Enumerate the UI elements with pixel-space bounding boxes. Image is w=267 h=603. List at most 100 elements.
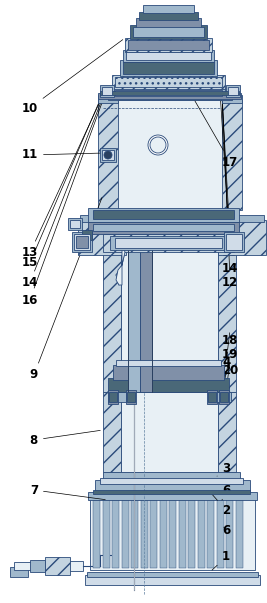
Bar [14,562,44,570]
Circle shape [150,137,166,153]
Bar [103,500,109,568]
Bar [130,25,207,39]
Bar [93,500,100,568]
Bar [80,215,122,222]
Bar [103,234,234,252]
Bar [123,50,214,62]
Text: 4: 4 [222,333,230,368]
Text: 19: 19 [222,349,238,390]
Bar [102,87,112,95]
Bar [108,378,229,392]
Bar [112,500,119,568]
Bar [112,75,225,89]
Bar [188,500,195,568]
Bar [103,392,121,472]
Bar [115,90,222,96]
Bar [136,18,201,28]
Bar [121,250,218,392]
Bar [103,250,121,392]
Bar [169,500,176,568]
Bar [108,390,118,404]
Bar [68,561,83,571]
Bar [112,88,225,98]
Circle shape [148,135,168,155]
Text: 1: 1 [212,551,230,570]
Bar [103,472,240,480]
Bar [78,220,126,255]
Bar [95,480,250,492]
Bar [128,40,209,50]
Text: 5: 5 [222,363,230,399]
Bar [120,60,217,76]
Bar [179,500,186,568]
Bar [125,38,212,52]
Bar [140,250,152,392]
Bar [88,208,239,222]
Bar [85,575,260,585]
Bar [115,77,222,87]
Text: 16: 16 [22,103,102,306]
Bar [98,93,241,99]
Text: 11: 11 [22,148,101,162]
Bar [98,100,118,210]
Bar [123,62,214,74]
Bar [100,91,239,95]
Bar [70,220,80,228]
Bar [76,236,88,248]
Bar [220,392,228,402]
Circle shape [104,151,112,159]
Bar [139,12,198,20]
Bar [100,148,116,162]
Bar [226,85,240,97]
Bar [143,5,194,13]
Bar [90,498,255,570]
Text: 14: 14 [222,98,238,274]
Text: 16: 16 [222,99,238,247]
Bar [128,250,140,392]
Bar [133,27,204,37]
Bar [207,500,214,568]
Bar [72,232,92,252]
Text: 15: 15 [22,95,102,270]
Text: 6: 6 [222,484,230,500]
Bar [30,560,45,572]
Bar [102,150,114,160]
Bar [100,85,114,97]
Bar [118,100,222,210]
Bar [100,478,243,484]
Bar [10,567,28,577]
Bar [110,236,227,250]
Bar [115,238,222,248]
Text: 14: 14 [22,99,102,289]
Bar [88,222,239,234]
Bar [208,392,216,402]
Bar [108,97,232,100]
Bar [226,234,242,250]
Bar [218,392,236,472]
Bar [235,500,242,568]
Bar [207,390,217,404]
Bar [45,557,70,575]
Text: 7: 7 [30,484,105,500]
Bar [109,392,117,402]
Bar [131,500,138,568]
Bar [226,500,233,568]
Bar [217,500,223,568]
Bar [218,220,266,255]
Bar [108,392,126,402]
Text: 15: 15 [220,94,238,259]
Text: 20: 20 [212,364,238,390]
Bar [159,500,167,568]
Bar [88,492,257,500]
Text: 3: 3 [217,461,230,476]
Bar [93,490,250,494]
Bar [116,360,221,366]
Bar [219,390,229,404]
Bar [93,210,234,219]
Bar [222,95,242,103]
Bar [224,232,244,252]
Text: 12: 12 [222,93,238,288]
Text: 2: 2 [212,494,230,517]
Bar [126,390,136,404]
Bar [68,218,82,230]
